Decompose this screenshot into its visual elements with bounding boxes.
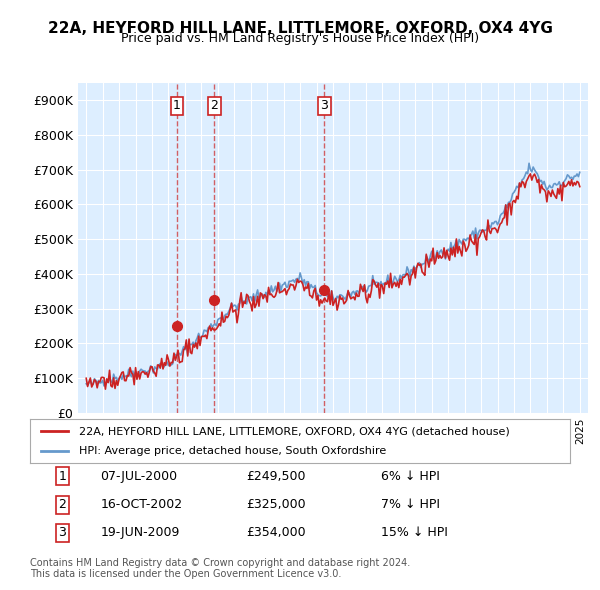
Text: 1: 1	[58, 470, 67, 483]
Text: 2: 2	[211, 99, 218, 112]
Text: £354,000: £354,000	[246, 526, 305, 539]
Text: 16-OCT-2002: 16-OCT-2002	[100, 498, 182, 511]
Text: 2: 2	[58, 498, 67, 511]
Text: Contains HM Land Registry data © Crown copyright and database right 2024.
This d: Contains HM Land Registry data © Crown c…	[30, 558, 410, 579]
Text: 22A, HEYFORD HILL LANE, LITTLEMORE, OXFORD, OX4 4YG: 22A, HEYFORD HILL LANE, LITTLEMORE, OXFO…	[47, 21, 553, 35]
Text: 3: 3	[58, 526, 67, 539]
Text: 19-JUN-2009: 19-JUN-2009	[100, 526, 179, 539]
Text: £325,000: £325,000	[246, 498, 305, 511]
Text: 6% ↓ HPI: 6% ↓ HPI	[381, 470, 440, 483]
Text: 1: 1	[173, 99, 181, 112]
Text: 15% ↓ HPI: 15% ↓ HPI	[381, 526, 448, 539]
Text: 7% ↓ HPI: 7% ↓ HPI	[381, 498, 440, 511]
Text: 3: 3	[320, 99, 328, 112]
Text: HPI: Average price, detached house, South Oxfordshire: HPI: Average price, detached house, Sout…	[79, 446, 386, 455]
Text: Price paid vs. HM Land Registry's House Price Index (HPI): Price paid vs. HM Land Registry's House …	[121, 32, 479, 45]
Text: £249,500: £249,500	[246, 470, 305, 483]
Text: 07-JUL-2000: 07-JUL-2000	[100, 470, 178, 483]
Text: 22A, HEYFORD HILL LANE, LITTLEMORE, OXFORD, OX4 4YG (detached house): 22A, HEYFORD HILL LANE, LITTLEMORE, OXFO…	[79, 427, 509, 436]
